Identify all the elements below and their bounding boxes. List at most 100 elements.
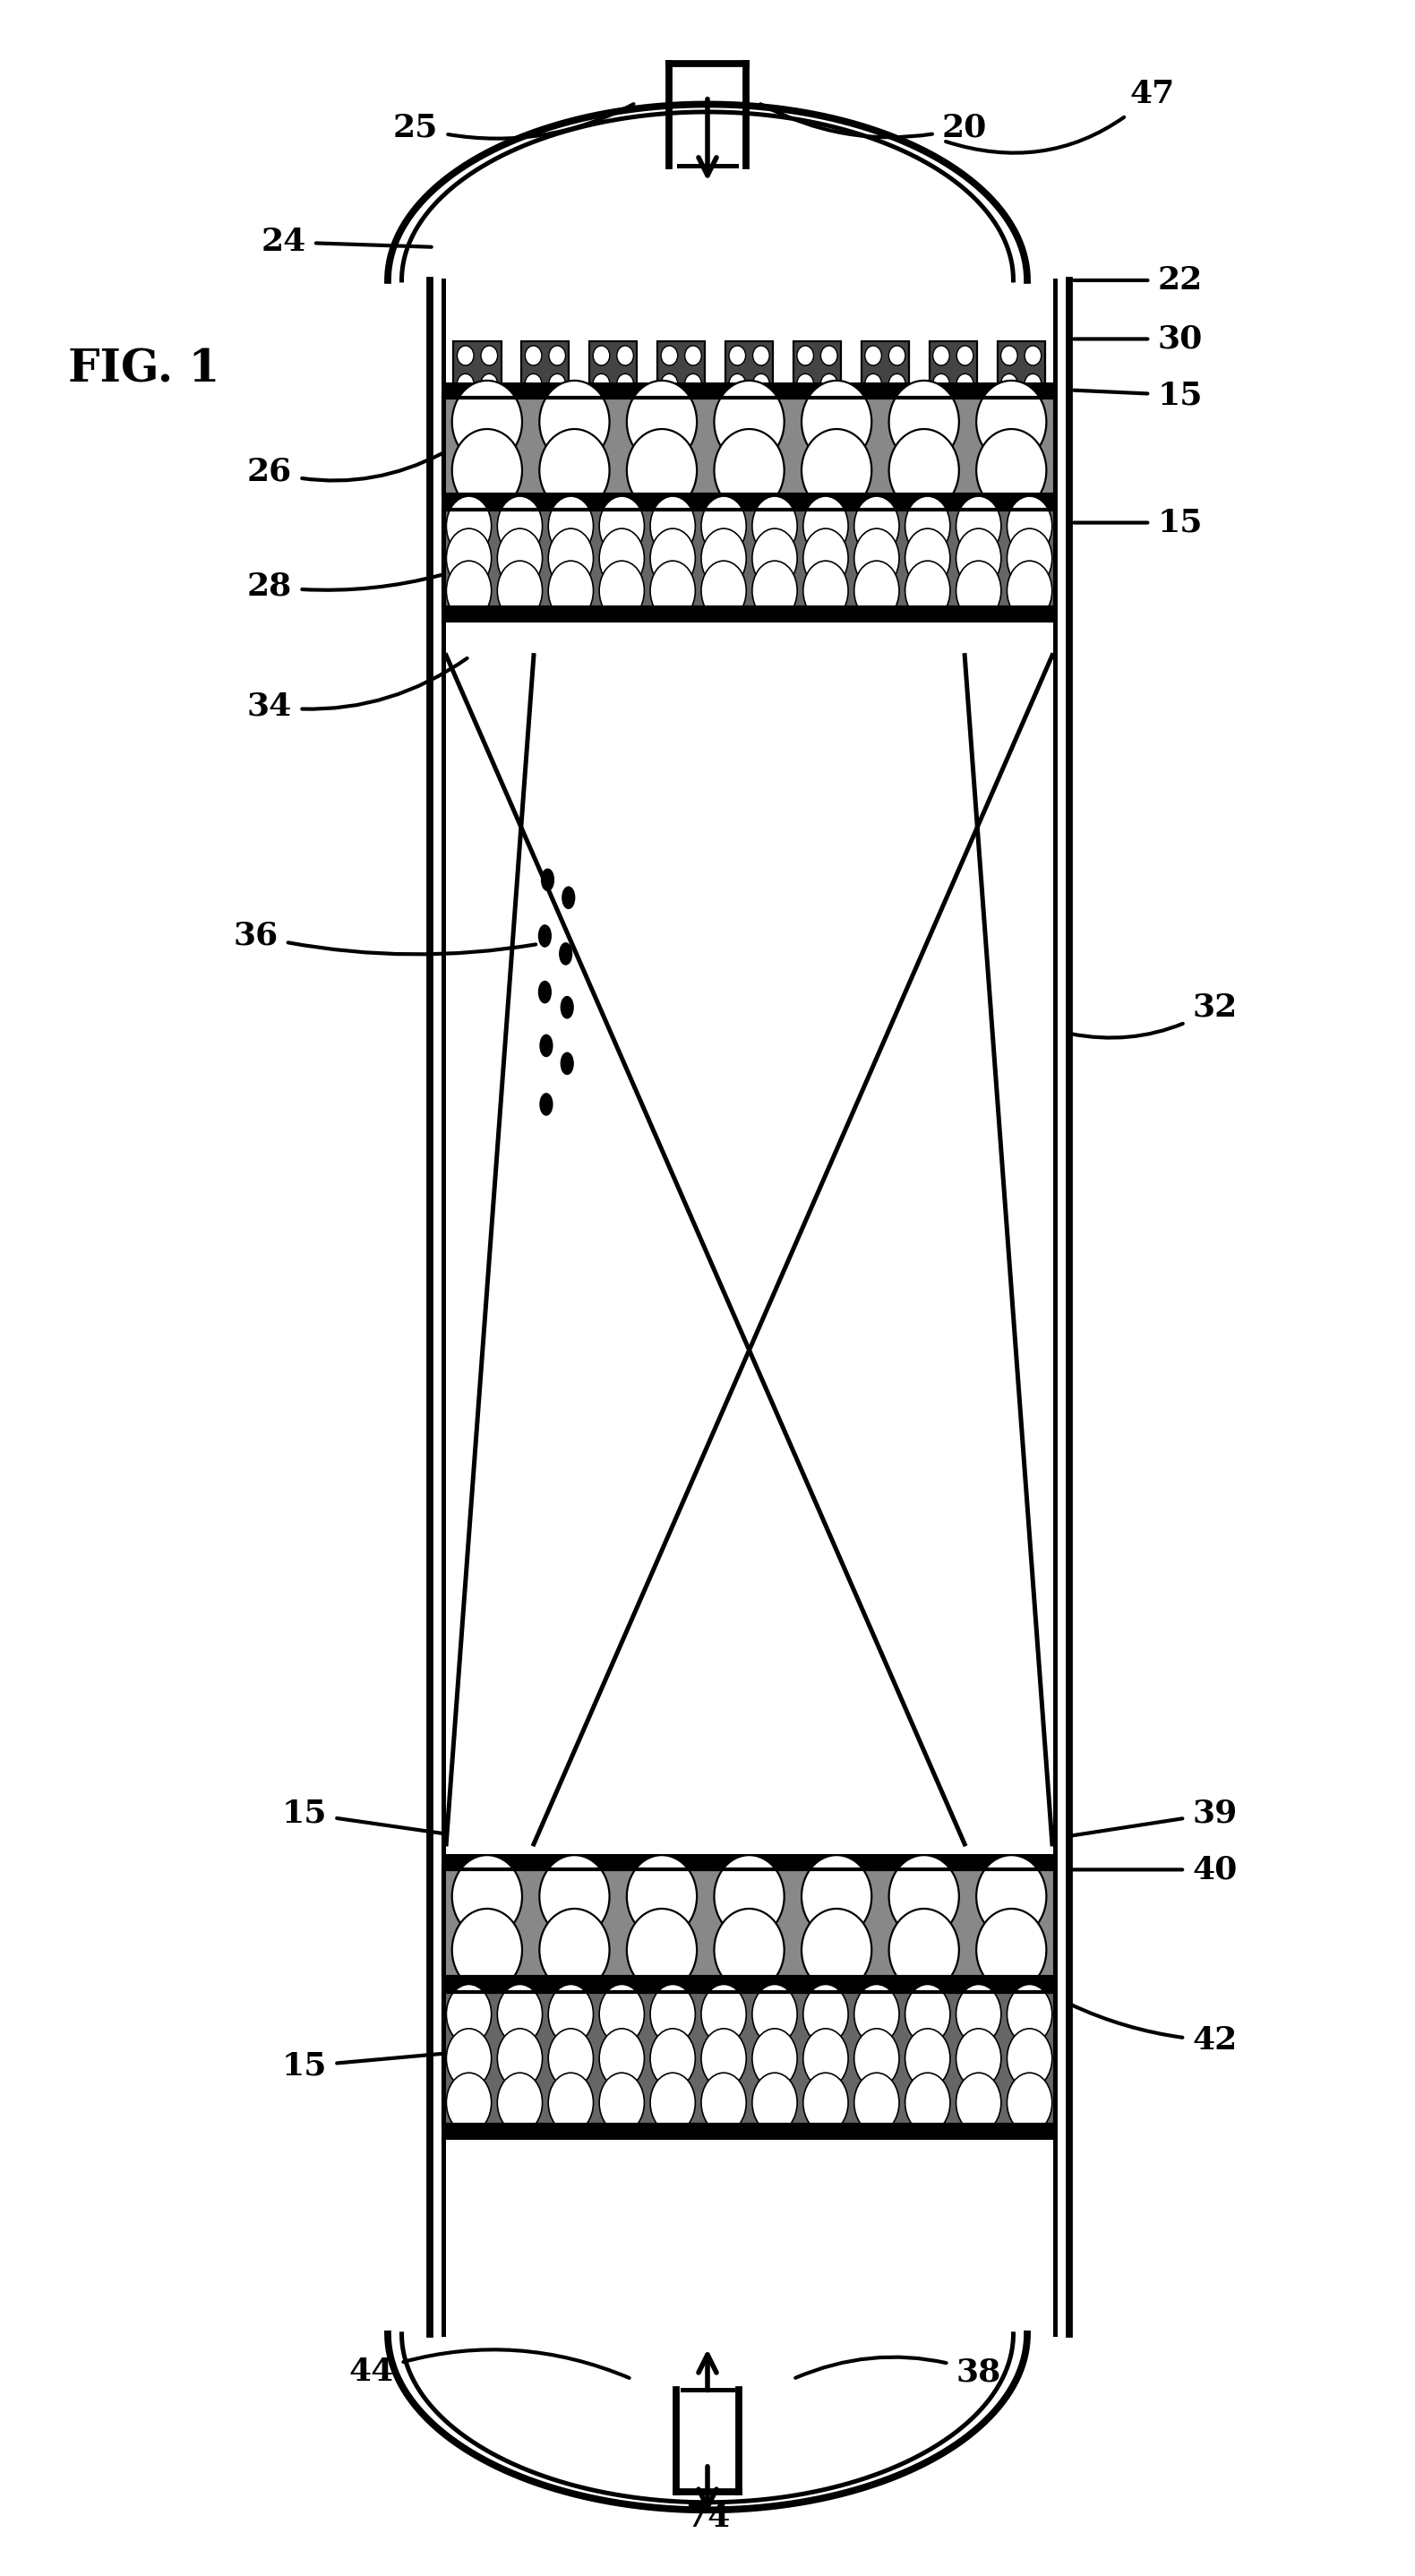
Ellipse shape — [702, 2027, 746, 2089]
Text: 22: 22 — [1074, 265, 1203, 296]
Bar — [443, 1870, 1056, 1976]
Ellipse shape — [932, 374, 949, 394]
Ellipse shape — [976, 381, 1046, 464]
Ellipse shape — [855, 497, 899, 556]
Ellipse shape — [702, 562, 746, 621]
Ellipse shape — [1007, 497, 1053, 556]
Ellipse shape — [906, 497, 949, 556]
Ellipse shape — [446, 2027, 491, 2089]
Ellipse shape — [593, 345, 610, 366]
Ellipse shape — [804, 497, 848, 556]
Ellipse shape — [957, 374, 974, 394]
Ellipse shape — [906, 528, 949, 587]
Ellipse shape — [481, 374, 498, 394]
Ellipse shape — [865, 345, 882, 366]
Ellipse shape — [976, 430, 1046, 513]
Ellipse shape — [600, 528, 644, 587]
Text: 25: 25 — [393, 103, 634, 142]
Ellipse shape — [753, 562, 797, 621]
Ellipse shape — [729, 345, 746, 366]
Ellipse shape — [548, 2027, 593, 2089]
Ellipse shape — [753, 497, 797, 556]
Ellipse shape — [702, 497, 746, 556]
Ellipse shape — [525, 374, 542, 394]
Ellipse shape — [855, 1984, 899, 2045]
Ellipse shape — [702, 1984, 746, 2045]
Ellipse shape — [548, 497, 593, 556]
Bar — [443, 1976, 1056, 1991]
Ellipse shape — [661, 345, 678, 366]
Ellipse shape — [957, 497, 1000, 556]
Ellipse shape — [889, 430, 959, 513]
Ellipse shape — [446, 2074, 491, 2133]
Ellipse shape — [889, 1855, 959, 1937]
Ellipse shape — [446, 1984, 491, 2045]
Text: 32: 32 — [1071, 992, 1237, 1038]
Ellipse shape — [593, 374, 610, 394]
Ellipse shape — [539, 381, 610, 464]
Text: 74: 74 — [685, 2491, 730, 2532]
Ellipse shape — [1007, 2027, 1053, 2089]
Circle shape — [562, 997, 573, 1018]
Ellipse shape — [753, 345, 770, 366]
Bar — [862, 343, 908, 397]
Ellipse shape — [801, 430, 872, 513]
Ellipse shape — [1000, 374, 1017, 394]
Ellipse shape — [855, 2027, 899, 2089]
Ellipse shape — [715, 381, 784, 464]
Ellipse shape — [617, 374, 634, 394]
Ellipse shape — [685, 345, 702, 366]
Ellipse shape — [497, 2074, 542, 2133]
Circle shape — [541, 1095, 552, 1115]
Ellipse shape — [661, 374, 678, 394]
Bar — [726, 343, 773, 397]
Ellipse shape — [651, 497, 695, 556]
Ellipse shape — [906, 1984, 949, 2045]
Ellipse shape — [627, 1909, 696, 1991]
Ellipse shape — [797, 345, 814, 366]
Ellipse shape — [451, 1909, 522, 1991]
Ellipse shape — [753, 2074, 797, 2133]
Text: 26: 26 — [248, 453, 441, 487]
Ellipse shape — [627, 381, 696, 464]
Ellipse shape — [804, 528, 848, 587]
Ellipse shape — [651, 528, 695, 587]
Circle shape — [562, 1054, 573, 1074]
Ellipse shape — [821, 374, 838, 394]
Ellipse shape — [457, 374, 474, 394]
Ellipse shape — [451, 1855, 522, 1937]
Bar — [443, 381, 1056, 397]
Ellipse shape — [702, 528, 746, 587]
Ellipse shape — [753, 374, 770, 394]
Text: 44: 44 — [348, 2349, 630, 2388]
Text: 15: 15 — [282, 1798, 441, 1834]
Text: 34: 34 — [248, 659, 467, 721]
Bar — [443, 608, 1056, 623]
Circle shape — [539, 981, 550, 1002]
Ellipse shape — [957, 562, 1000, 621]
Ellipse shape — [600, 497, 644, 556]
Bar — [590, 343, 637, 397]
Circle shape — [541, 1036, 552, 1056]
Ellipse shape — [457, 345, 474, 366]
Ellipse shape — [889, 1909, 959, 1991]
Bar — [443, 1870, 1056, 1976]
Circle shape — [539, 925, 550, 945]
Ellipse shape — [497, 1984, 542, 2045]
Circle shape — [542, 871, 553, 891]
Ellipse shape — [804, 562, 848, 621]
Ellipse shape — [801, 381, 872, 464]
Ellipse shape — [1007, 562, 1053, 621]
Ellipse shape — [497, 497, 542, 556]
Ellipse shape — [906, 2027, 949, 2089]
Bar — [454, 343, 501, 397]
Ellipse shape — [753, 528, 797, 587]
Ellipse shape — [889, 374, 906, 394]
Ellipse shape — [600, 1984, 644, 2045]
Ellipse shape — [497, 2027, 542, 2089]
Ellipse shape — [497, 562, 542, 621]
Bar — [794, 343, 841, 397]
Ellipse shape — [651, 2074, 695, 2133]
Text: 42: 42 — [1071, 2004, 1237, 2056]
Ellipse shape — [539, 430, 610, 513]
